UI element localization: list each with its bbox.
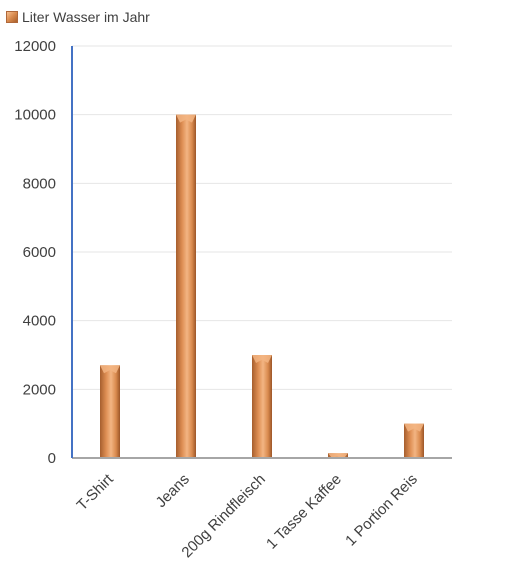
bar-body xyxy=(252,355,272,458)
y-tick-label: 8000 xyxy=(23,175,56,192)
y-axis-ticks: 0 2000 4000 6000 8000 10000 12000 xyxy=(14,38,56,467)
bar-cap xyxy=(328,453,348,458)
chart-legend: Liter Wasser im Jahr xyxy=(6,9,150,25)
bar xyxy=(176,114,196,459)
bar xyxy=(100,365,120,458)
bar xyxy=(404,423,424,458)
bar xyxy=(252,355,272,458)
bar-body xyxy=(404,423,424,458)
x-tick-label: T-Shirt xyxy=(74,470,118,514)
y-tick-label: 4000 xyxy=(23,313,56,330)
bar-cap xyxy=(252,355,272,363)
x-tick-label: 1 Tasse Kaffee xyxy=(263,471,345,553)
bar-cap xyxy=(100,365,120,374)
bars xyxy=(100,114,424,459)
legend-label: Liter Wasser im Jahr xyxy=(22,9,150,25)
x-tick-label: Jeans xyxy=(153,471,193,511)
y-tick-label: 12000 xyxy=(14,38,56,55)
y-tick-label: 10000 xyxy=(14,107,56,124)
bar-body xyxy=(100,365,120,458)
y-tick-label: 6000 xyxy=(23,244,56,261)
x-tick-label: 1 Portion Reis xyxy=(342,471,421,550)
bar xyxy=(328,453,348,458)
y-tick-label: 0 xyxy=(48,450,56,467)
y-tick-label: 2000 xyxy=(23,381,56,398)
legend-swatch-icon xyxy=(6,11,18,23)
bar-cap xyxy=(404,423,424,432)
x-tick-label: 200g Rindfleisch xyxy=(178,471,268,561)
bar-cap xyxy=(176,114,196,123)
bar-body xyxy=(176,114,196,459)
